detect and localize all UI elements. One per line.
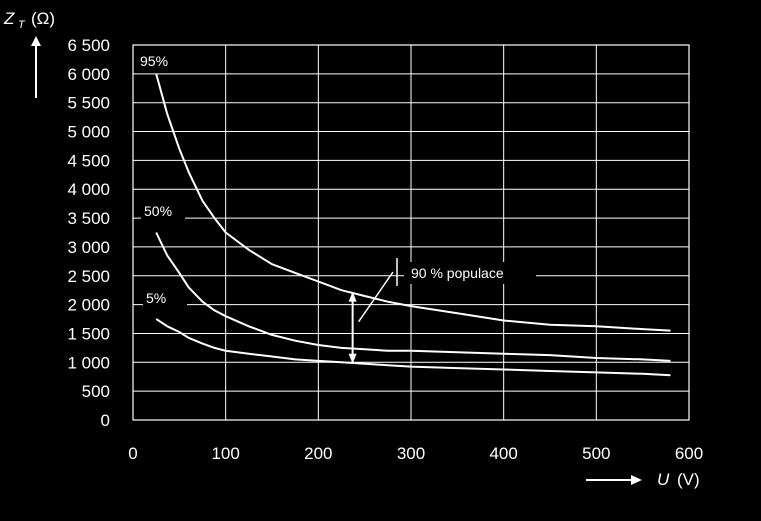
y-tick-label: 1 500: [67, 324, 110, 343]
series-label-bg: [141, 202, 185, 220]
x-axis-unit: (V): [677, 470, 700, 489]
series-label: 95%: [140, 53, 168, 69]
annotation-label: 90 % populace: [411, 265, 504, 281]
series-lines: [155, 73, 671, 377]
x-tick-label: 0: [128, 444, 137, 463]
y-axis-symbol: Z: [3, 9, 15, 28]
series-line: [155, 318, 671, 377]
annotation-arrow-head-down: [348, 353, 357, 364]
x-tick-label: 400: [489, 444, 517, 463]
series-labels: 95% 50% 5%: [137, 52, 187, 307]
series-label-bg: [143, 289, 187, 307]
y-tick-label: 4 000: [67, 180, 110, 199]
annotation-arrow-head-up: [348, 291, 357, 302]
x-axis-title: U (V): [657, 470, 700, 489]
y-tick-label: 3 500: [67, 209, 110, 228]
y-axis-subscript: T: [18, 19, 26, 31]
x-tick-labels: 0 100 200 300 400 500 600: [128, 444, 703, 463]
x-axis-arrow: [586, 475, 642, 485]
y-tick-label: 1 000: [67, 353, 110, 372]
y-tick-label: 3 000: [67, 238, 110, 257]
y-tick-label: 6 000: [67, 65, 110, 84]
x-tick-label: 200: [304, 444, 332, 463]
annotation: 90 % populace: [348, 258, 536, 364]
y-tick-label: 2 000: [67, 296, 110, 315]
x-axis-symbol: U: [657, 470, 670, 489]
series-label: 5%: [146, 290, 166, 306]
y-axis-title: Z T (Ω): [3, 9, 55, 31]
y-tick-label: 5 500: [67, 94, 110, 113]
y-tick-label: 500: [82, 382, 110, 401]
y-tick-label: 5 000: [67, 123, 110, 142]
y-tick-label: 6 500: [67, 36, 110, 55]
x-tick-label: 500: [582, 444, 610, 463]
x-tick-label: 100: [211, 444, 239, 463]
series-line: [155, 232, 671, 362]
x-tick-label: 600: [675, 444, 703, 463]
series-label: 50%: [144, 203, 172, 219]
series-line: [155, 73, 671, 332]
y-tick-label: 4 500: [67, 151, 110, 170]
y-axis-unit: (Ω): [31, 9, 55, 28]
y-tick-labels: 0 500 1 000 1 500 2 000 2 500 3 000 3 500 4 000 4…: [67, 36, 110, 430]
y-tick-label: 0: [101, 411, 110, 430]
x-tick-label: 300: [397, 444, 425, 463]
annotation-leader: [358, 271, 394, 323]
grid: [132, 44, 690, 421]
y-axis-arrow: [31, 36, 41, 98]
annotation-label-bg: [404, 262, 536, 284]
y-tick-label: 2 500: [67, 267, 110, 286]
series-label-bg: [137, 52, 181, 70]
